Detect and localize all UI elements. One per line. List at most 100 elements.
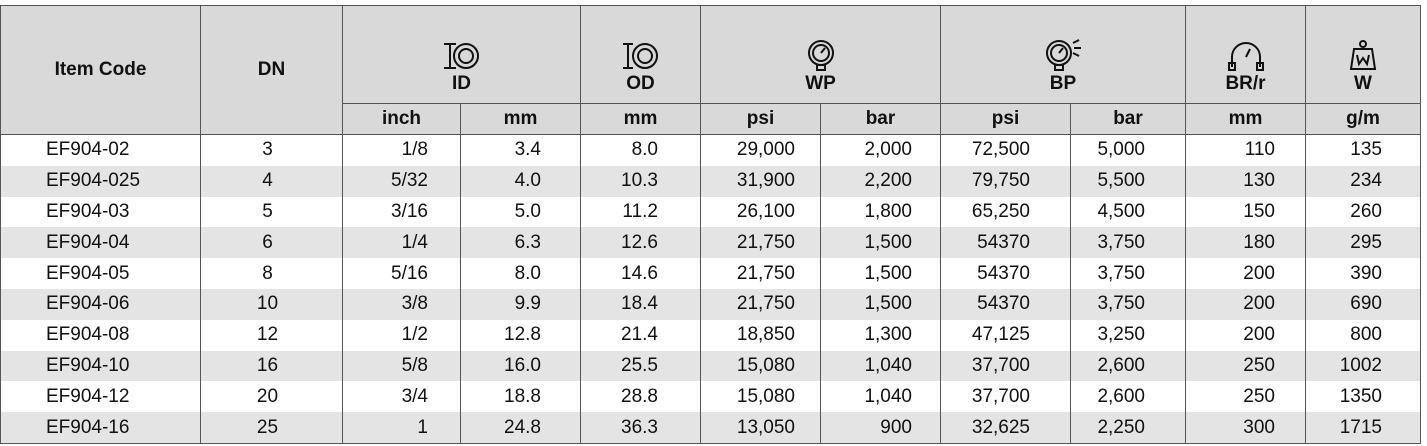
data-cell: 2,600 <box>1070 381 1186 413</box>
unit-cell: mm <box>460 103 581 135</box>
data-cell: 47,125 <box>940 319 1071 351</box>
table-body: EF904-02 3 1/8 3.4 8.0 29,000 2,000 72,500 5,000… <box>0 134 1421 444</box>
data-cell: 2,200 <box>820 165 941 197</box>
data-cell: 5 <box>200 196 343 228</box>
group-label: BP <box>1049 73 1077 94</box>
data-cell: 1/2 <box>342 319 461 351</box>
data-cell: 54370 <box>940 288 1071 320</box>
weight-icon <box>1349 40 1377 70</box>
data-cell: 1/8 <box>342 134 461 166</box>
data-cell: 1,500 <box>820 227 941 259</box>
data-cell: 12.8 <box>460 319 581 351</box>
unit-cell: g/m <box>1305 103 1421 135</box>
data-row: EF904-08 12 1/2 12.8 21.4 18,850 1,300 47,125 3,… <box>0 319 1421 351</box>
data-cell: 54370 <box>940 258 1071 289</box>
data-cell: 16 <box>200 350 343 382</box>
data-cell: EF904-05 <box>0 258 201 289</box>
unit-row: inch mm mm psi bar psi bar mm g/m <box>1 103 1421 135</box>
data-cell: EF904-10 <box>0 350 201 382</box>
data-cell: 1002 <box>1305 350 1421 382</box>
unit-cell: bar <box>820 103 941 135</box>
data-cell: 12.6 <box>580 227 701 259</box>
data-cell: 37,700 <box>940 350 1071 382</box>
data-cell: 28.8 <box>580 381 701 413</box>
group-label: WP <box>805 73 836 94</box>
data-cell: 390 <box>1305 258 1421 289</box>
data-cell: 200 <box>1185 288 1306 320</box>
header-cell: Item Code <box>0 5 201 135</box>
header-group: ID <box>342 5 581 104</box>
spec-table: Item Code DN ID OD WP BP BR/r W in <box>0 5 1421 444</box>
data-cell: 36.3 <box>580 412 701 444</box>
header-group: OD <box>580 5 701 104</box>
data-cell: 2,600 <box>1070 350 1186 382</box>
data-cell: 1,800 <box>820 196 941 228</box>
data-cell: 29,000 <box>700 134 821 166</box>
data-cell: 18.8 <box>460 381 581 413</box>
data-cell: 1,040 <box>820 381 941 413</box>
data-row: EF904-025 4 5/32 4.0 10.3 31,900 2,200 79,750 5,… <box>0 165 1421 197</box>
data-cell: EF904-04 <box>0 227 201 259</box>
data-cell: 110 <box>1185 134 1306 166</box>
unit-cell: mm <box>580 103 701 135</box>
data-cell: 13,050 <box>700 412 821 444</box>
data-cell: EF904-08 <box>0 319 201 351</box>
unit-cell: psi <box>700 103 821 135</box>
data-row: EF904-06 10 3/8 9.9 18.4 21,750 1,500 54370 3,75… <box>0 288 1421 320</box>
data-cell: 690 <box>1305 288 1421 320</box>
data-cell: 65,250 <box>940 196 1071 228</box>
data-cell: 2,250 <box>1070 412 1186 444</box>
data-cell: 11.2 <box>580 196 701 228</box>
data-cell: 37,700 <box>940 381 1071 413</box>
data-row: EF904-12 20 3/4 18.8 28.8 15,080 1,040 37,700 2,… <box>0 381 1421 413</box>
data-cell: 72,500 <box>940 134 1071 166</box>
data-cell: 1 <box>342 412 461 444</box>
unit-cell: inch <box>342 103 461 135</box>
data-cell: 1/4 <box>342 227 461 259</box>
data-cell: 3,250 <box>1070 319 1186 351</box>
data-cell: 2,000 <box>820 134 941 166</box>
unit-cell: mm <box>1185 103 1306 135</box>
data-cell: 1,040 <box>820 350 941 382</box>
data-cell: 6.3 <box>460 227 581 259</box>
data-cell: 1,500 <box>820 258 941 289</box>
data-cell: 1,500 <box>820 288 941 320</box>
data-cell: 5.0 <box>460 196 581 228</box>
data-cell: 135 <box>1305 134 1421 166</box>
data-cell: EF904-06 <box>0 288 201 320</box>
unit-cell: bar <box>1070 103 1186 135</box>
data-cell: 21.4 <box>580 319 701 351</box>
header-group: WP <box>700 5 941 104</box>
data-cell: 5/32 <box>342 165 461 197</box>
data-cell: 8.0 <box>580 134 701 166</box>
data-cell: 25.5 <box>580 350 701 382</box>
data-cell: 54370 <box>940 227 1071 259</box>
data-cell: 5,500 <box>1070 165 1186 197</box>
data-cell: 20 <box>200 381 343 413</box>
header-cell: DN <box>200 5 343 135</box>
data-cell: EF904-16 <box>0 412 201 444</box>
data-cell: 800 <box>1305 319 1421 351</box>
group-label: W <box>1354 73 1372 94</box>
data-cell: 1350 <box>1305 381 1421 413</box>
data-cell: 295 <box>1305 227 1421 259</box>
id-icon <box>443 43 479 69</box>
data-cell: 9.9 <box>460 288 581 320</box>
header-group: W <box>1305 5 1421 104</box>
data-cell: 5,000 <box>1070 134 1186 166</box>
unit-cell: psi <box>940 103 1071 135</box>
data-cell: 3.4 <box>460 134 581 166</box>
wp-icon <box>807 40 834 71</box>
data-cell: 130 <box>1185 165 1306 197</box>
data-cell: 4,500 <box>1070 196 1186 228</box>
data-cell: 250 <box>1185 381 1306 413</box>
data-cell: 10 <box>200 288 343 320</box>
data-cell: 31,900 <box>700 165 821 197</box>
data-cell: 15,080 <box>700 381 821 413</box>
data-cell: EF904-025 <box>0 165 201 197</box>
data-cell: 3/16 <box>342 196 461 228</box>
data-cell: 5/8 <box>342 350 461 382</box>
data-cell: 16.0 <box>460 350 581 382</box>
data-cell: 25 <box>200 412 343 444</box>
data-row: EF904-05 8 5/16 8.0 14.6 21,750 1,500 54370 3,75… <box>0 258 1421 289</box>
